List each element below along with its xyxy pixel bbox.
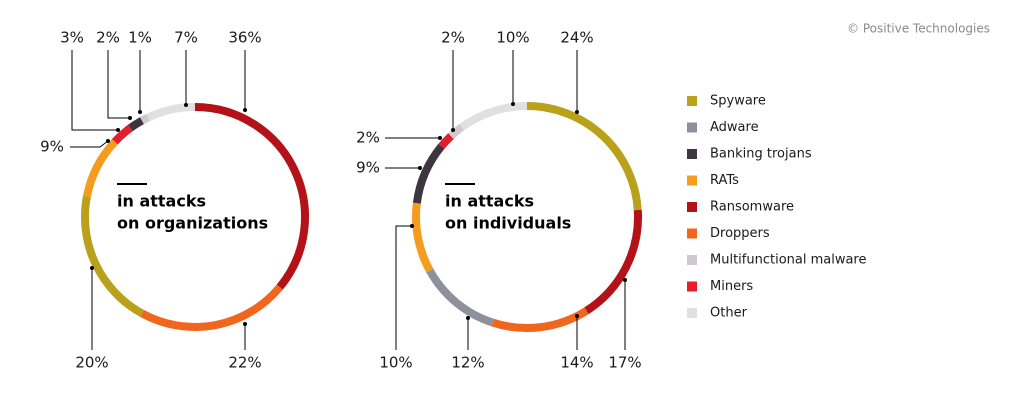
legend-label: RATs bbox=[710, 173, 739, 188]
legend-label: Banking trojans bbox=[710, 147, 812, 162]
copyright: © Positive Technologies bbox=[847, 22, 990, 36]
value-label: 2% bbox=[356, 129, 380, 147]
donut-segment bbox=[426, 268, 494, 327]
leader-dot bbox=[184, 103, 188, 107]
leader-dot bbox=[418, 166, 422, 170]
leader-dot bbox=[90, 266, 94, 270]
leader-dot bbox=[438, 136, 442, 140]
donut-segment bbox=[140, 284, 283, 331]
leader-dot bbox=[575, 314, 579, 318]
value-label: 10% bbox=[379, 354, 412, 372]
leader-dot bbox=[511, 102, 515, 106]
legend-swatch bbox=[687, 122, 697, 133]
value-label: 10% bbox=[496, 29, 529, 47]
donut-segment bbox=[491, 307, 589, 332]
leader-dot bbox=[116, 128, 120, 132]
leader-line bbox=[395, 225, 412, 350]
leader-line bbox=[70, 140, 109, 148]
legend-label: Other bbox=[710, 306, 748, 321]
donut-segment bbox=[140, 113, 150, 125]
donut-segment bbox=[412, 202, 434, 273]
value-label: 2% bbox=[96, 29, 120, 47]
legend-swatch bbox=[687, 228, 697, 239]
leader-dot bbox=[466, 316, 470, 320]
legend-label: Miners bbox=[710, 279, 753, 294]
value-label: 2% bbox=[441, 29, 465, 47]
value-label: 14% bbox=[560, 354, 593, 372]
donut-segment bbox=[459, 102, 528, 131]
legend-label: Droppers bbox=[710, 226, 770, 241]
leader-dot bbox=[243, 322, 247, 326]
donut-segment bbox=[146, 103, 196, 122]
value-label: 17% bbox=[608, 354, 641, 372]
leader-dot bbox=[575, 110, 579, 114]
legend-swatch bbox=[687, 175, 697, 186]
leader-dot bbox=[106, 139, 110, 143]
donut-segment bbox=[111, 124, 133, 145]
donut-segment bbox=[194, 103, 309, 290]
value-label: 1% bbox=[128, 29, 152, 47]
donut-segment bbox=[448, 123, 465, 140]
legend-swatch bbox=[687, 255, 697, 265]
chart-title: on individuals bbox=[445, 214, 571, 233]
donut-segment bbox=[412, 143, 445, 204]
leader-dot bbox=[128, 116, 132, 120]
value-label: 22% bbox=[228, 354, 261, 372]
leader-dot bbox=[410, 224, 414, 228]
leader-dot bbox=[623, 278, 627, 282]
donut-segment bbox=[127, 117, 144, 132]
donut-segment bbox=[81, 195, 144, 317]
chart-title: on organizations bbox=[117, 214, 268, 233]
legend-swatch bbox=[687, 96, 697, 106]
chart-title: in attacks bbox=[445, 192, 534, 211]
value-label: 36% bbox=[228, 29, 261, 47]
legend-swatch bbox=[687, 202, 697, 212]
value-label: 3% bbox=[60, 29, 84, 47]
legend-swatch bbox=[687, 281, 697, 292]
legend-swatch bbox=[687, 308, 697, 318]
value-label: 9% bbox=[356, 159, 380, 177]
donut-segment bbox=[526, 102, 642, 211]
value-label: 20% bbox=[75, 354, 108, 372]
value-label: 7% bbox=[174, 29, 198, 47]
legend-swatch bbox=[687, 149, 697, 159]
legend-label: Adware bbox=[710, 120, 759, 135]
value-label: 24% bbox=[560, 29, 593, 47]
donut-segment bbox=[83, 138, 118, 198]
value-label: 12% bbox=[451, 354, 484, 372]
leader-dot bbox=[451, 128, 455, 132]
legend-label: Ransomware bbox=[710, 200, 794, 215]
legend-label: Multifunctional malware bbox=[710, 253, 867, 268]
value-label: 9% bbox=[40, 138, 64, 156]
donut-segment bbox=[584, 209, 642, 315]
chart-title: in attacks bbox=[117, 192, 206, 211]
leader-line bbox=[71, 50, 118, 131]
legend-label: Spyware bbox=[710, 94, 766, 109]
leader-dot bbox=[138, 110, 142, 114]
leader-line bbox=[107, 50, 130, 119]
leader-dot bbox=[243, 108, 247, 112]
donut-segment bbox=[438, 133, 454, 149]
